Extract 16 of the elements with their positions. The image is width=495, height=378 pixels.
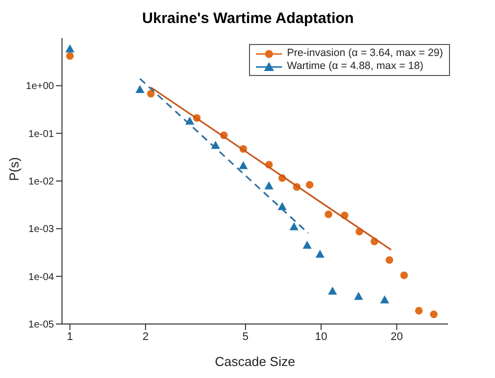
legend-label: Pre-invasion (α = 3.64, max = 29)	[286, 47, 443, 60]
x-tick-label: 2	[142, 330, 149, 343]
x-tick-label: 10	[314, 330, 328, 343]
legend-label: Wartime (α = 4.88, max = 18)	[286, 60, 424, 73]
x-tick-label: 5	[242, 330, 249, 343]
y-tick-label: 1e+00	[26, 81, 54, 92]
y-tick-label: 1e-01	[28, 128, 54, 140]
chart-title: Ukraine's Wartime Adaptation	[141, 9, 355, 29]
y-tick-label: 1e-03	[28, 224, 54, 236]
x-tick-label: 1	[66, 330, 73, 343]
y-tick-label: 1e-04	[28, 272, 54, 283]
y-tick-label: 1e-02	[28, 176, 54, 188]
x-tick-label: 20	[390, 330, 403, 343]
y-axis-title: P(s)	[6, 157, 22, 181]
y-tick-label: 1e-05	[28, 320, 54, 331]
x-axis-title: Cascade Size	[214, 354, 296, 369]
